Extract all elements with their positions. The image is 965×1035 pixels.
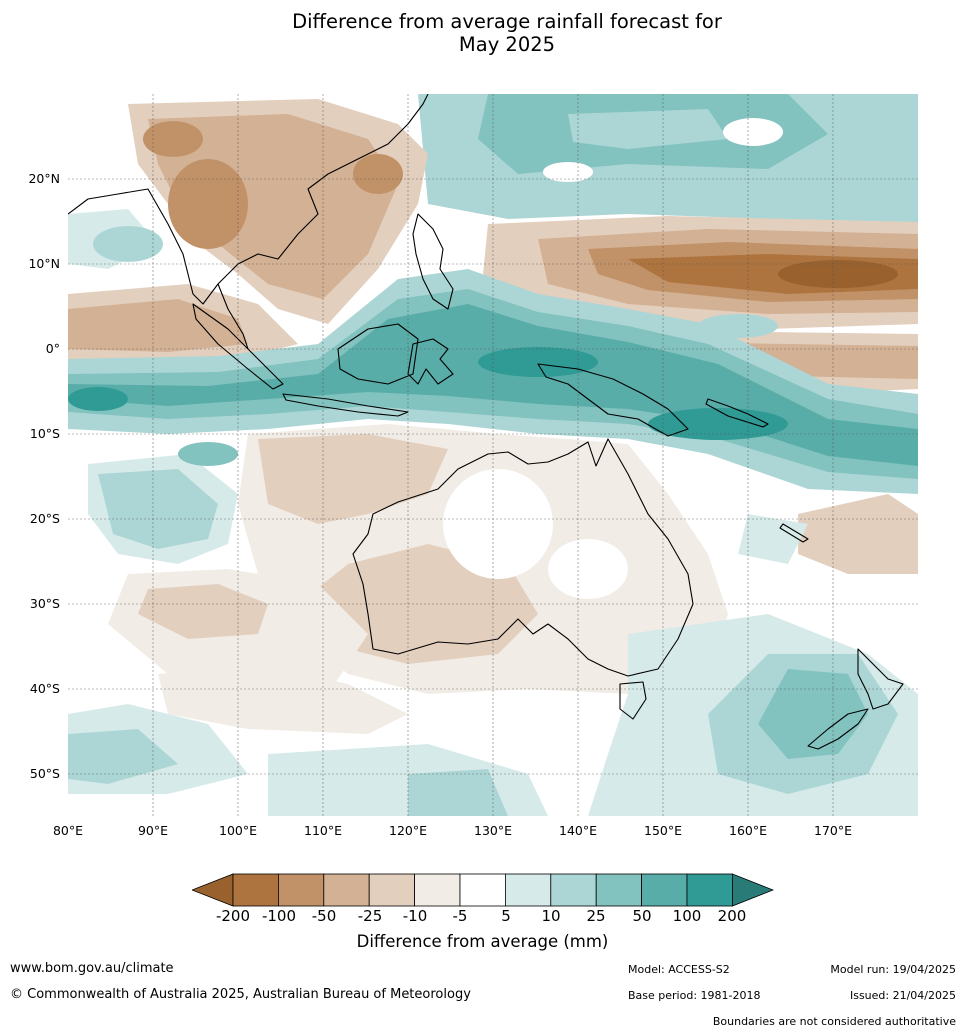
lon-tick-90e: 90°E [137, 823, 169, 838]
lat-tick-40s: 40°S [29, 681, 60, 696]
chart-title: Difference from average rainfall forecas… [0, 10, 965, 56]
colorbar-extend-high [732, 873, 774, 907]
northern-pacific-wet-band [418, 94, 918, 224]
colorbar-label-minus-100: -100 [261, 907, 297, 925]
colorbar-label-minus-5: -5 [452, 907, 468, 925]
colorbar-bin-5 [504, 873, 552, 907]
new-caledonia-coastline [779, 523, 809, 543]
colorbar-label-100: 100 [672, 907, 702, 925]
lat-tick-equator: 0° [45, 341, 60, 356]
lat-tick-10n: 10°N [28, 256, 60, 271]
lon-tick-170e: 170°E [813, 823, 853, 838]
java-coastline [282, 393, 409, 417]
tasmania-coastline [619, 681, 647, 720]
title-line-2: May 2025 [458, 33, 556, 56]
colorbar-bin-minus-200 [232, 873, 279, 907]
lat-tick-30s: 30°S [29, 596, 60, 611]
graticule [68, 94, 918, 816]
lat-tick-10s: 10°S [29, 426, 60, 441]
colorbar-bin-minus-25 [368, 873, 415, 907]
borneo-coastline [337, 323, 419, 385]
colorbar-label-minus-25: -25 [357, 907, 383, 925]
lon-tick-120e: 120°E [388, 823, 428, 838]
asia-mainland-coastline [68, 94, 429, 305]
title-line-1: Difference from average rainfall forecas… [292, 10, 722, 33]
colorbar-bin-minus-10 [414, 873, 461, 907]
indian-ocean-southern-wet-patches [88, 442, 238, 564]
new-guinea-coastline [537, 363, 689, 437]
footer-website-link[interactable]: www.bom.gov.au/climate [10, 961, 174, 976]
indian-ocean-dry-band [68, 209, 298, 364]
colorbar-label-5: 5 [501, 907, 511, 925]
australia-dry-near-average [108, 424, 728, 734]
colorbar-bin-100 [686, 873, 733, 907]
lon-tick-160e: 160°E [728, 823, 768, 838]
lat-tick-50s: 50°S [29, 766, 60, 781]
lat-tick-20n: 20°N [28, 171, 60, 186]
rainfall-anomaly-map [68, 94, 918, 816]
coastlines [68, 94, 904, 750]
footer-model: Model: ACCESS-S2 [628, 963, 730, 976]
colorbar-label-200: 200 [717, 907, 747, 925]
footer-model-run: Model run: 19/04/2025 [830, 963, 956, 976]
footer-base-period: Base period: 1981-2018 [628, 989, 761, 1002]
colorbar-bin-50 [641, 873, 688, 907]
colorbar-label-25: 25 [586, 907, 606, 925]
lon-tick-100e: 100°E [218, 823, 258, 838]
lon-tick-80e: 80°E [52, 823, 84, 838]
australia-coastline [352, 438, 694, 677]
new-zealand-south-island-coastline [807, 708, 869, 750]
colorbar-extend-low [192, 873, 234, 907]
colorbar-label-minus-200: -200 [215, 907, 251, 925]
philippines-coastline [412, 213, 454, 310]
colorbar-title: Difference from average (mm) [356, 932, 609, 951]
colorbar-bin-minus-5 [459, 873, 506, 907]
colorbar-label-10: 10 [541, 907, 561, 925]
lon-tick-140e: 140°E [558, 823, 598, 838]
southeast-asia-dry [128, 99, 428, 324]
footer-copyright: © Commonwealth of Australia 2025, Austra… [10, 987, 471, 1002]
colorbar-bin-minus-100 [278, 873, 325, 907]
western-pacific-dry-band [483, 216, 918, 329]
colorbar [192, 873, 774, 907]
map-svg [68, 94, 918, 816]
colorbar-bin-10 [550, 873, 597, 907]
new-zealand-southern-ocean-wet [68, 494, 918, 816]
colorbar-bin-25 [595, 873, 643, 907]
footer-issued: Issued: 21/04/2025 [849, 989, 956, 1002]
lon-tick-130e: 130°E [473, 823, 513, 838]
colorbar-label-minus-50: -50 [311, 907, 337, 925]
lon-tick-150e: 150°E [643, 823, 683, 838]
new-zealand-north-island-coastline [857, 648, 904, 710]
sulawesi-coastline [407, 338, 454, 385]
solomon-islands-coastline [705, 398, 769, 428]
malay-peninsula-coastline [217, 283, 249, 350]
colorbar-bin-minus-50 [323, 873, 370, 907]
colorbar-label-50: 50 [632, 907, 652, 925]
lon-tick-110e: 110°E [303, 823, 343, 838]
lat-tick-20s: 20°S [29, 511, 60, 526]
colorbar-label-minus-10: -10 [402, 907, 428, 925]
footer-disclaimer: Boundaries are not considered authoritat… [712, 1015, 956, 1028]
